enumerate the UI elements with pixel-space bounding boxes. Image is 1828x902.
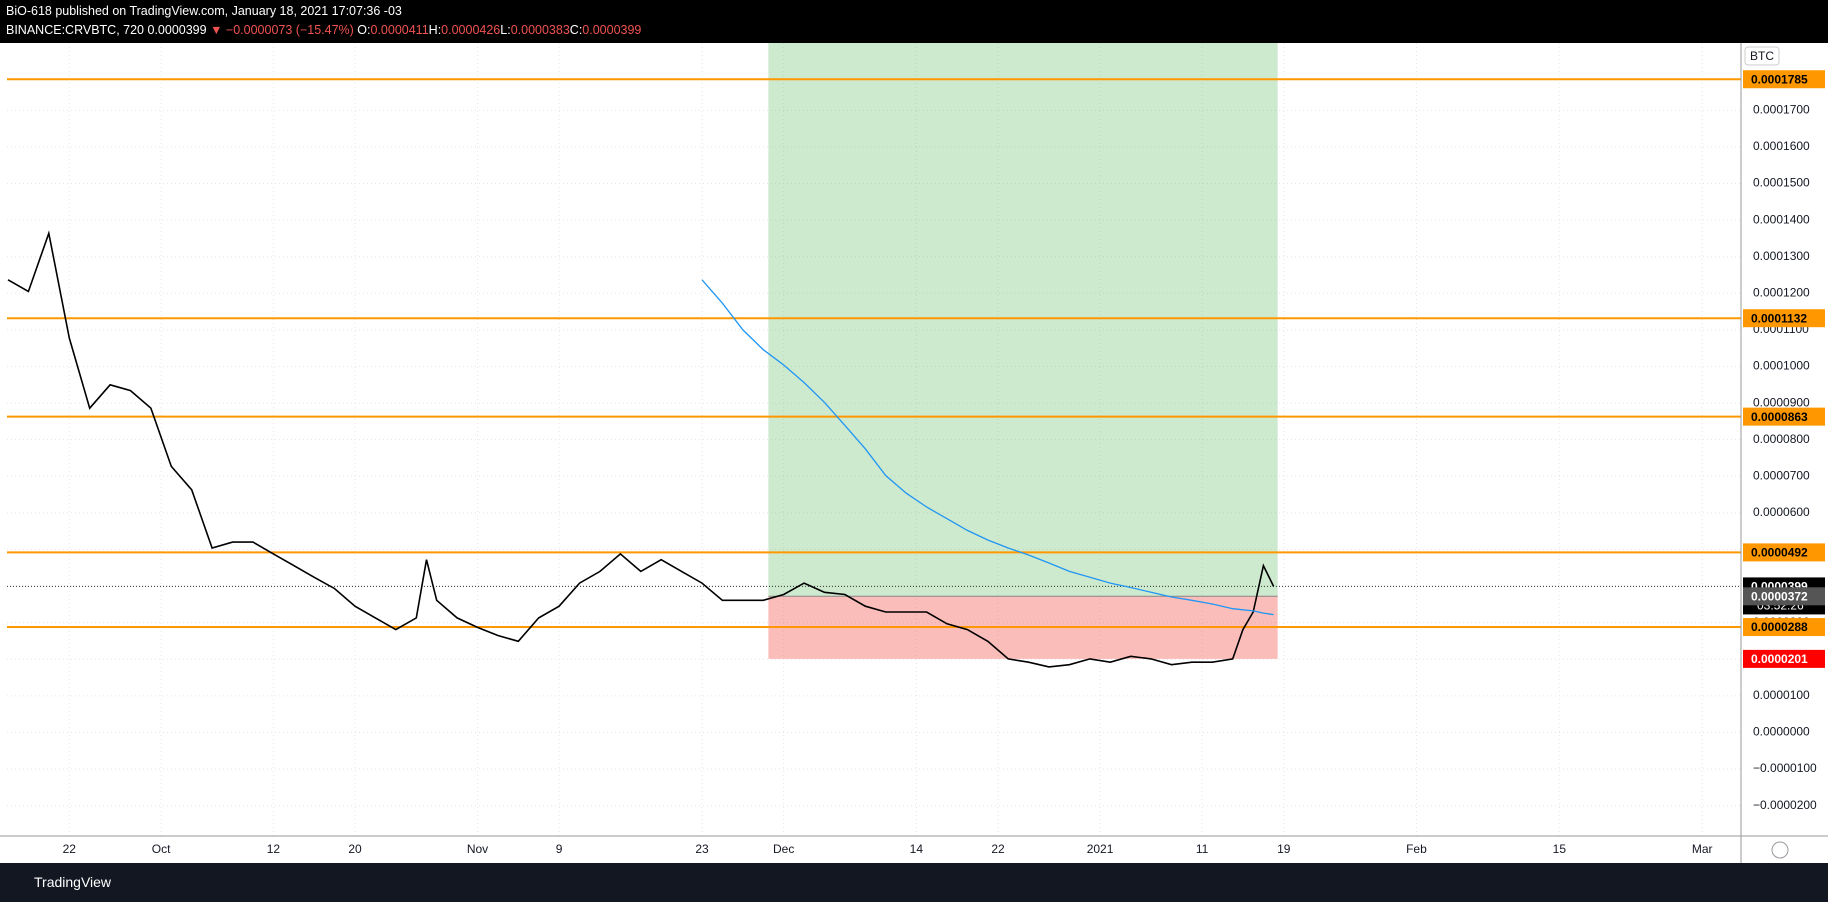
y-tick-label: 0.0001500	[1753, 176, 1810, 190]
y-tick-label: −0.0000200	[1753, 798, 1817, 812]
price-line	[701, 279, 1274, 616]
level-tag-bg	[1743, 543, 1825, 562]
y-tick-label: 0.0001200	[1753, 285, 1810, 299]
level-tag: 0.0001785	[1751, 72, 1808, 86]
ohlc-label: H:	[428, 23, 442, 37]
y-tick-label: 0.0001600	[1753, 139, 1810, 153]
ohlc-label: O:	[357, 23, 371, 37]
x-tick-label: 11	[1196, 842, 1209, 856]
y-tick-label: 0.0001300	[1753, 249, 1810, 263]
level-tag-bg	[1743, 407, 1825, 426]
stop-tag-bg	[1743, 649, 1825, 668]
currency-box	[1744, 46, 1780, 66]
ohlc-value: 0.0000399	[582, 23, 642, 37]
x-tick-label: 22	[63, 842, 77, 856]
auto-button	[1771, 841, 1789, 859]
y-tick-label: 0.0000600	[1753, 505, 1810, 519]
target-zone	[768, 43, 1278, 597]
price-line	[7, 230, 1275, 668]
stop-tag: 0.0000201	[1751, 652, 1808, 666]
y-tick-label: 0.0000000	[1753, 725, 1810, 739]
level-tag: 0.0000492	[1751, 546, 1808, 560]
y-tick-label: 0.0001400	[1753, 212, 1810, 226]
ohlc-value: 0.0000383	[510, 23, 570, 37]
x-tick-label: Mar	[1692, 842, 1713, 856]
footer: TradingView	[0, 863, 1828, 902]
x-tick-label: Feb	[1406, 842, 1427, 856]
entry-tag: 0.0000372	[1751, 589, 1808, 603]
ohlc-value: 0.0000426	[441, 23, 501, 37]
publisher: BiO-618 published on TradingView.com, Ja…	[6, 4, 402, 18]
symbol-line: BINANCE:CRVBTC, 720 0.0000399 ▼ −0.00000…	[6, 21, 1828, 40]
level-tag: 0.0001132	[1751, 311, 1807, 325]
symbol: BINANCE:CRVBTC, 720	[6, 23, 145, 37]
header: BiO-618 published on TradingView.com, Ja…	[0, 0, 1828, 43]
x-tick-label: Oct	[152, 842, 171, 856]
x-tick-label: 20	[348, 842, 362, 856]
entry-tag-bg	[1743, 587, 1825, 606]
level-tag: 0.0000863	[1751, 410, 1808, 424]
y-tick-label: 0.0001700	[1753, 103, 1810, 117]
x-tick-label: 2021	[1087, 842, 1114, 856]
brand: TradingView	[34, 874, 112, 890]
x-tick-label: 12	[267, 842, 281, 856]
x-tick-label: 15	[1553, 842, 1567, 856]
ohlc-label: L:	[500, 23, 511, 37]
x-tick-label: Nov	[467, 842, 488, 856]
level-tag-bg	[1743, 309, 1825, 328]
chart: −0.0000200 −0.0000100 0.0000000 0.0000100 0.…	[0, 43, 1828, 863]
x-tick-label: 19	[1277, 842, 1291, 856]
y-tick-label: 0.0000100	[1753, 688, 1810, 702]
x-tick-label: Dec	[773, 842, 794, 856]
ohlc: O:0.0000411H:0.0000426L:0.0000383C:0.000…	[357, 23, 641, 37]
x-tick-label: 14	[910, 842, 924, 856]
level-tag-bg	[1743, 70, 1825, 89]
x-tick-label: 23	[695, 842, 709, 856]
y-tick-label: 0.0000900	[1753, 395, 1810, 409]
last: 0.0000399	[147, 23, 207, 37]
ohlc-label: C:	[569, 23, 583, 37]
x-tick-label: 22	[991, 842, 1005, 856]
level-tag-bg	[1743, 618, 1825, 637]
ohlc-value: 0.0000411	[370, 23, 429, 37]
change: ▼ −0.0000073 (−15.47%)	[210, 23, 354, 37]
currency: BTC	[1750, 49, 1774, 63]
y-tick-label: 0.0000800	[1753, 432, 1810, 446]
level-tag: 0.0000288	[1751, 620, 1808, 634]
y-tick-label: −0.0000100	[1753, 761, 1817, 775]
x-tick-label: 9	[556, 842, 563, 856]
y-tick-label: 0.0001000	[1753, 359, 1810, 373]
y-tick-label: 0.0000700	[1753, 468, 1810, 482]
